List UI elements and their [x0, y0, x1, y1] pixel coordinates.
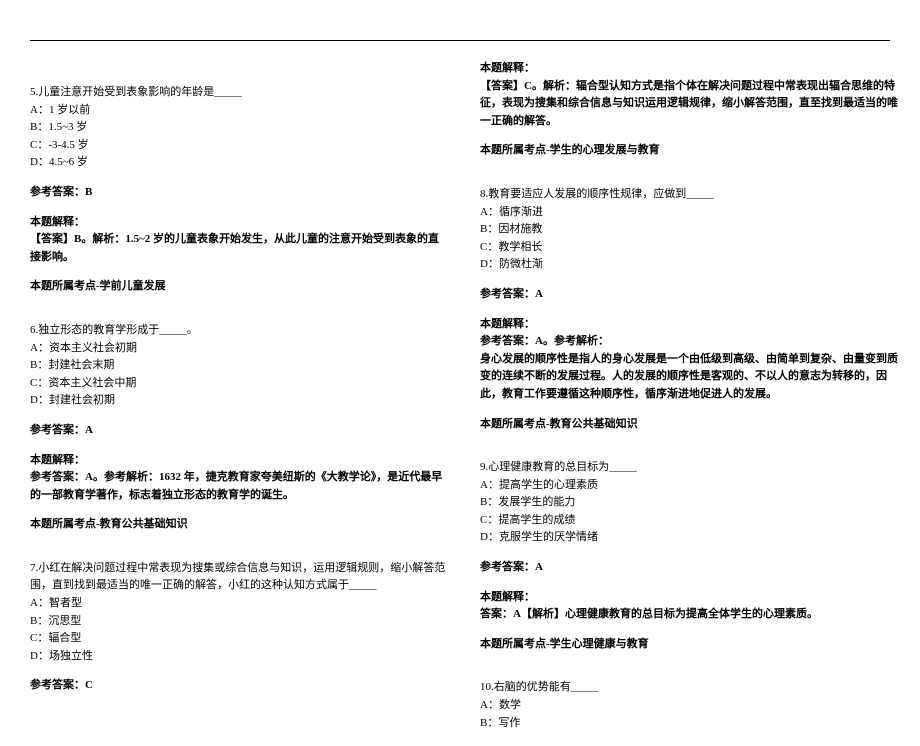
- question-10: 10.右脑的优势能有_____ A：数学 B：写作: [480, 679, 900, 732]
- answer-label: 参考答案：A: [480, 559, 900, 577]
- option-a: A：1 岁以前: [30, 102, 450, 120]
- question-text: 8.教育要适应人发展的顺序性规律，应做到_____: [480, 186, 900, 204]
- explain-text: 【答案】C。解析：辐合型认知方式是指个体在解决问题过程中常表现出辐合思维的特征，…: [480, 78, 900, 131]
- option-a: A：循序渐进: [480, 204, 900, 222]
- option-c: C：辐合型: [30, 630, 450, 648]
- option-b: B：封建社会末期: [30, 357, 450, 375]
- topic-point: 本题所属考点-学生的心理发展与教育: [480, 142, 900, 160]
- explain-text: 答案：A【解析】心理健康教育的总目标为提高全体学生的心理素质。: [480, 606, 900, 624]
- option-b: B：发展学生的能力: [480, 494, 900, 512]
- explain-label: 本题解释：: [480, 60, 900, 78]
- explain-text: 身心发展的顺序性是指人的身心发展是一个由低级到高级、由简单到复杂、由量变到质变的…: [480, 351, 900, 404]
- topic-point: 本题所属考点-教育公共基础知识: [30, 516, 450, 534]
- option-b: B：因材施教: [480, 221, 900, 239]
- question-6: 6.独立形态的教育学形成于_____。 A：资本主义社会初期 B：封建社会末期 …: [30, 322, 450, 534]
- option-a: A：智者型: [30, 595, 450, 613]
- option-a: A：提高学生的心理素质: [480, 477, 900, 495]
- option-d: D：场独立性: [30, 648, 450, 666]
- question-9: 9.心理健康教育的总目标为_____ A：提高学生的心理素质 B：发展学生的能力…: [480, 459, 900, 653]
- answer-label: 参考答案：A: [30, 422, 450, 440]
- topic-point: 本题所属考点-教育公共基础知识: [480, 416, 900, 434]
- explain-label: 本题解释：: [480, 316, 900, 334]
- question-text: 10.右脑的优势能有_____: [480, 679, 900, 697]
- topic-point: 本题所属考点-学前儿童发展: [30, 278, 450, 296]
- option-b: B：1.5~3 岁: [30, 119, 450, 137]
- explain-label: 本题解释：: [30, 452, 450, 470]
- option-b: B：写作: [480, 715, 900, 733]
- question-8: 8.教育要适应人发展的顺序性规律，应做到_____ A：循序渐进 B：因材施教 …: [480, 186, 900, 433]
- question-text: 7.小红在解决问题过程中常表现为搜集或综合信息与知识，运用逻辑规则，缩小解答范围…: [30, 560, 450, 595]
- option-d: D：封建社会初期: [30, 392, 450, 410]
- question-text: 9.心理健康教育的总目标为_____: [480, 459, 900, 477]
- question-7: 7.小红在解决问题过程中常表现为搜集或综合信息与知识，运用逻辑规则，缩小解答范围…: [30, 560, 450, 695]
- option-b: B：沉思型: [30, 613, 450, 631]
- right-column: 本题解释： 【答案】C。解析：辐合型认知方式是指个体在解决问题过程中常表现出辐合…: [480, 60, 900, 746]
- question-text: 5.儿童注意开始受到表象影响的年龄是_____: [30, 84, 450, 102]
- option-c: C：资本主义社会中期: [30, 375, 450, 393]
- option-c: C：提高学生的成绩: [480, 512, 900, 530]
- answer-label: 参考答案：B: [30, 184, 450, 202]
- question-7-continued: 本题解释： 【答案】C。解析：辐合型认知方式是指个体在解决问题过程中常表现出辐合…: [480, 60, 900, 160]
- horizontal-rule: [30, 40, 890, 41]
- answer-label: 参考答案：A: [480, 286, 900, 304]
- explain-label: 本题解释：: [30, 214, 450, 232]
- question-text: 6.独立形态的教育学形成于_____。: [30, 322, 450, 340]
- option-d: D：4.5~6 岁: [30, 154, 450, 172]
- explain-text: 参考答案：A。参考解析：1632 年，捷克教育家夸美纽斯的《大教学论》，是近代最…: [30, 469, 450, 504]
- option-a: A：数学: [480, 697, 900, 715]
- explain-label: 本题解释：: [480, 589, 900, 607]
- explain-text: 【答案】B。解析：1.5~2 岁的儿童表象开始发生，从此儿童的注意开始受到表象的…: [30, 231, 450, 266]
- answer-label: 参考答案：C: [30, 677, 450, 695]
- option-d: D：克服学生的厌学情绪: [480, 529, 900, 547]
- left-column: 5.儿童注意开始受到表象影响的年龄是_____ A：1 岁以前 B：1.5~3 …: [30, 60, 450, 709]
- option-c: C：教学相长: [480, 239, 900, 257]
- option-d: D：防微杜渐: [480, 256, 900, 274]
- question-5: 5.儿童注意开始受到表象影响的年龄是_____ A：1 岁以前 B：1.5~3 …: [30, 84, 450, 296]
- option-a: A：资本主义社会初期: [30, 340, 450, 358]
- option-c: C：-3-4.5 岁: [30, 137, 450, 155]
- explain-head: 参考答案：A。参考解析：: [480, 333, 900, 351]
